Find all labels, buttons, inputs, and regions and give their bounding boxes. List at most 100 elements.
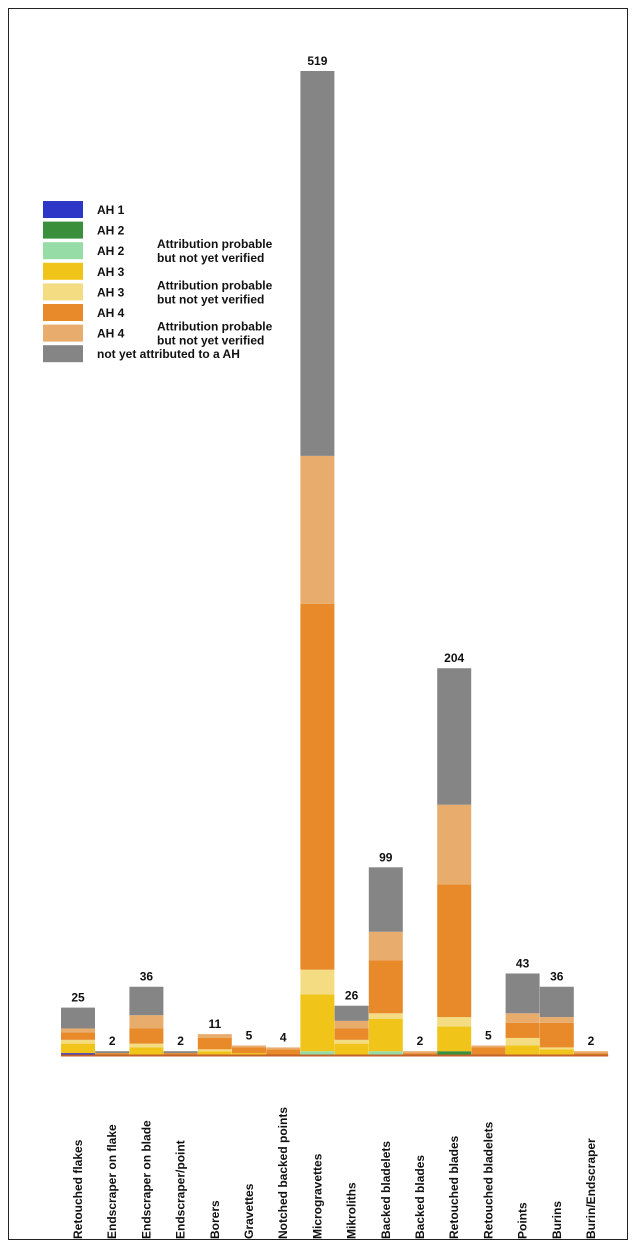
bar-segment <box>334 1039 369 1044</box>
bar-segment <box>368 867 403 932</box>
bar-segment <box>334 1020 369 1029</box>
legend-swatch-ah4 <box>43 304 83 321</box>
total-label: 5 <box>246 1029 253 1043</box>
bar-segment <box>129 1047 164 1055</box>
total-label: 2 <box>417 1034 424 1048</box>
category-label: Points <box>516 1202 530 1239</box>
bar-segment <box>197 1049 232 1052</box>
bar-segment <box>437 1026 472 1052</box>
bar-segment <box>163 1053 198 1055</box>
total-label: 204 <box>444 651 464 665</box>
bar-segment <box>539 1017 574 1023</box>
bar-segment <box>437 804 472 885</box>
legend-note-ah3p: Attribution probable but not yet verified <box>157 278 273 306</box>
bar-segment <box>197 1051 232 1055</box>
bar-segment <box>437 1017 472 1027</box>
bar-segment <box>61 1039 95 1044</box>
bar-segment <box>368 1018 403 1052</box>
bar-segment <box>300 603 335 970</box>
bar-segment <box>232 1053 266 1055</box>
bars <box>61 71 608 1055</box>
bar-segment <box>61 1053 95 1055</box>
bar-segment <box>505 1022 540 1038</box>
bar-segment <box>61 1043 95 1054</box>
bar-segment <box>266 1049 301 1055</box>
bar-segment <box>505 973 540 1014</box>
bar-segment <box>266 1047 301 1050</box>
legend-label-ah2p: AH 2 <box>97 244 125 258</box>
legend-swatch-ah2 <box>43 221 83 239</box>
category-label: Burins <box>550 1201 564 1239</box>
bar-segment <box>574 1053 608 1055</box>
legend-swatch-ah1 <box>43 201 83 218</box>
category-label: Mikroliths <box>345 1182 359 1239</box>
bar-segment <box>368 1051 403 1055</box>
bar-segment <box>95 1053 130 1055</box>
bar-segment <box>129 1015 164 1029</box>
category-label: Microgravettes <box>310 1153 324 1239</box>
total-label: 4 <box>280 1030 287 1044</box>
bar-segment <box>129 1028 164 1044</box>
bar-segment <box>197 1037 232 1050</box>
bar-segment <box>505 1037 540 1046</box>
total-label: 36 <box>140 970 154 984</box>
legend-swatch-ah4p <box>43 324 83 342</box>
category-label: Gravettes <box>242 1183 256 1239</box>
total-label: 2 <box>177 1034 184 1048</box>
bar-segment <box>368 931 403 961</box>
chart-frame: AH 1 AH 2 AH 2 Attribution probable but not … <box>8 8 628 1240</box>
bar-segment <box>300 969 335 995</box>
legend-label-ah2: AH 2 <box>97 224 125 238</box>
bar-segment <box>61 1007 95 1029</box>
bar-segment <box>300 71 335 456</box>
bar-segment <box>403 1051 437 1054</box>
bar-segment <box>574 1051 608 1054</box>
bar-segment <box>129 986 164 1016</box>
bar-segment <box>163 1051 198 1054</box>
total-label: 2 <box>109 1034 116 1048</box>
category-label: Retouched blades <box>447 1135 461 1239</box>
category-label: Endscraper on blade <box>139 1120 153 1239</box>
bar-segment <box>437 668 472 805</box>
bar-segment <box>437 1051 472 1055</box>
legend-label-ah3p: AH 3 <box>97 285 125 299</box>
bar-segment <box>471 1047 506 1055</box>
bar-segment <box>95 1051 130 1054</box>
bar-segment <box>437 884 472 1018</box>
bar-segment <box>403 1053 437 1055</box>
bar-segment <box>505 1045 540 1055</box>
total-label: 519 <box>307 54 327 68</box>
legend-note-ah2p: Attribution probable but not yet verified <box>157 237 273 265</box>
legend-label-ah4: AH 4 <box>97 306 125 320</box>
total-label: 25 <box>71 991 85 1005</box>
bar-segment <box>334 1043 369 1055</box>
bar-segment <box>334 1005 369 1021</box>
legend-swatch-ah2p <box>43 242 83 260</box>
category-label: Endscraper on flake <box>105 1124 119 1239</box>
total-label: 5 <box>485 1029 492 1043</box>
category-label: Retouched bladelets <box>481 1121 495 1239</box>
category-label: Endscraper/point <box>174 1140 188 1239</box>
stacked-bar-chart: AH 1 AH 2 AH 2 Attribution probable but not … <box>43 54 609 1239</box>
bar-segment <box>539 1047 574 1050</box>
legend-swatch-na <box>43 345 83 363</box>
bar-segment <box>539 1049 574 1055</box>
legend-label-ah3: AH 3 <box>97 265 125 279</box>
total-label: 99 <box>379 850 393 864</box>
total-label: 36 <box>550 970 564 984</box>
legend: AH 1 AH 2 AH 2 Attribution probable but not … <box>43 201 273 363</box>
bar-segment <box>61 1028 95 1033</box>
legend-label-ah4p: AH 4 <box>97 327 125 341</box>
bar-segment <box>368 1013 403 1019</box>
bar-segment <box>300 1051 335 1055</box>
bar-segment <box>232 1045 266 1048</box>
category-label: Backed bladelets <box>379 1141 393 1239</box>
bar-segment <box>539 986 574 1018</box>
category-label: Retouched flakes <box>71 1139 85 1239</box>
legend-label-na: not yet attributed to a AH <box>97 347 240 361</box>
bar-segment <box>61 1032 95 1040</box>
total-label: 26 <box>345 989 359 1003</box>
bar-segment <box>368 960 403 1014</box>
category-label: Notched backed points <box>276 1107 290 1239</box>
category-label: Burin/Endscraper <box>584 1138 598 1239</box>
